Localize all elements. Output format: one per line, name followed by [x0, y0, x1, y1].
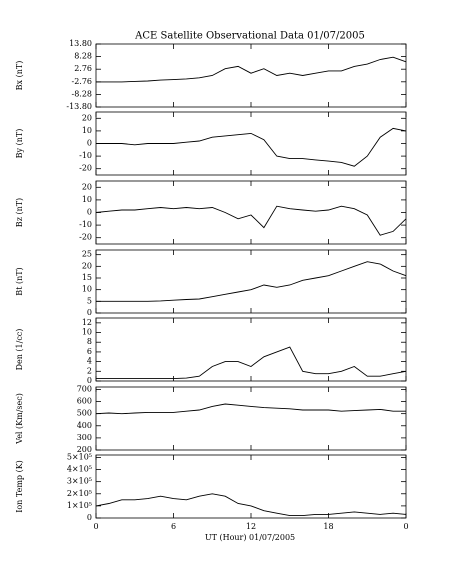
data-line: [96, 56, 407, 83]
y-tick-label: 13.80: [69, 39, 92, 48]
y-axis-label: Vel (Km/sec): [15, 393, 24, 445]
y-tick-label: 400: [77, 421, 92, 430]
y-tick-label: 25: [82, 250, 92, 259]
y-axis-label: Bz (nT): [15, 198, 24, 227]
x-tick-label: 0: [93, 522, 98, 531]
y-tick-label: 0: [87, 139, 92, 148]
y-tick-label: 20: [82, 261, 92, 270]
x-tick-label: 12: [246, 522, 256, 531]
y-tick-label: 300: [77, 433, 92, 442]
data-line: [95, 403, 406, 415]
plot-frame: [95, 180, 407, 245]
y-tick-label: 0: [87, 513, 92, 522]
y-tick-label: 2×10⁵: [67, 489, 92, 498]
x-tick-label: 0: [403, 522, 408, 531]
y-tick-label: 20: [82, 182, 92, 191]
y-tick-label: 0: [87, 308, 92, 317]
y-tick-label: 6: [87, 347, 92, 356]
y-tick-label: 1×10⁵: [67, 501, 92, 510]
y-tick-label: 4: [87, 357, 92, 366]
y-tick-label: 20: [82, 113, 92, 122]
x-tick-label: 18: [323, 522, 333, 531]
y-tick-label: -8.28: [71, 89, 92, 98]
y-axis-label: By (nT): [15, 129, 24, 159]
data-line: [95, 493, 407, 517]
y-tick-label: 12: [82, 318, 92, 327]
y-tick-label: -2.76: [71, 77, 92, 86]
y-tick-label: 15: [82, 273, 92, 282]
data-line: [96, 346, 407, 380]
data-line: [96, 261, 407, 302]
y-axis-label: Den (1/cc): [15, 329, 24, 371]
plot-frame: [95, 43, 407, 108]
y-tick-label: -10: [79, 220, 92, 229]
y-tick-label: 600: [77, 397, 92, 406]
y-tick-label: 5: [87, 296, 92, 305]
y-tick-label: 2.76: [74, 64, 92, 73]
y-tick-label: 3×10⁵: [67, 477, 92, 486]
y-tick-label: 700: [77, 384, 92, 393]
y-tick-label: 0: [87, 208, 92, 217]
plot-frame: [95, 386, 407, 451]
x-tick-label: 6: [171, 522, 176, 531]
y-tick-label: 2: [87, 366, 92, 375]
y-tick-label: 0: [87, 376, 92, 385]
y-tick-label: 200: [77, 445, 92, 454]
y-axis-label: Ion Temp (K): [15, 460, 24, 513]
plot-frame: [95, 454, 407, 519]
y-axis-label: Bt (nT): [15, 267, 24, 295]
y-tick-label: 4×10⁵: [67, 465, 92, 474]
y-tick-label: -10: [79, 151, 92, 160]
chart-title: ACE Satellite Observational Data 01/07/2…: [134, 31, 365, 42]
plot-frame: [95, 111, 407, 176]
y-tick-label: -20: [79, 233, 92, 242]
y-tick-label: 10: [82, 328, 92, 337]
y-tick-label: -20: [79, 164, 92, 173]
data-line: [95, 205, 407, 236]
y-tick-label: 10: [82, 126, 92, 135]
y-tick-label: 8.28: [74, 52, 92, 61]
y-tick-label: -13.80: [66, 102, 92, 111]
data-line: [96, 127, 407, 167]
x-axis-label: UT (Hour) 01/07/2005: [205, 533, 295, 542]
y-tick-label: 8: [87, 337, 92, 346]
y-tick-label: 500: [77, 409, 92, 418]
plot-frame: [95, 249, 407, 314]
y-axis-label: Bx (nT): [15, 61, 24, 91]
y-tick-label: 5×10⁵: [67, 452, 92, 461]
y-tick-label: 10: [82, 285, 92, 294]
y-tick-label: 10: [82, 195, 92, 204]
plot-frame: [95, 317, 407, 382]
